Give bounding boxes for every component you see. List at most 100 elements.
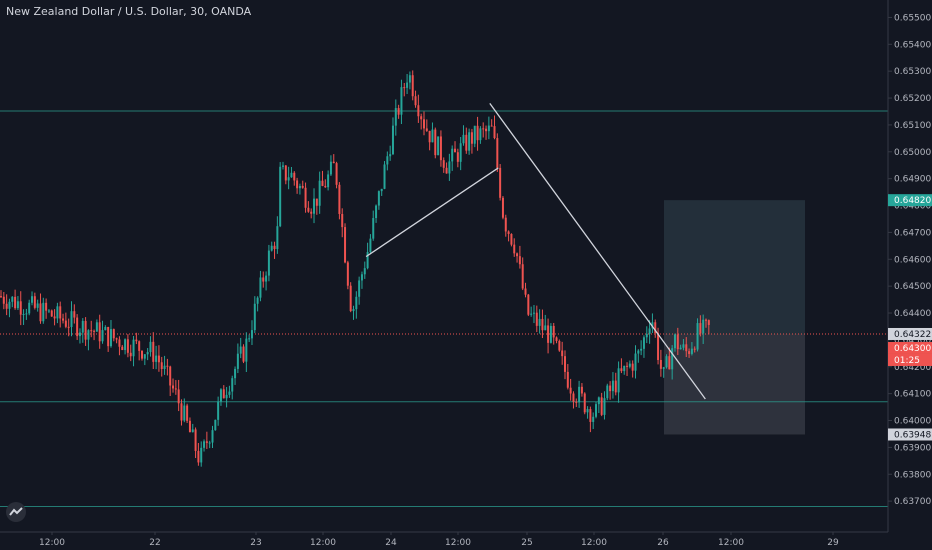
candle-body — [603, 398, 606, 415]
target-price-badge-bg — [888, 194, 932, 207]
candle-body — [231, 378, 234, 392]
bar-countdown-badge-bg — [888, 353, 932, 366]
candle-body — [541, 318, 544, 331]
candle-body — [157, 355, 160, 363]
candle-body — [5, 303, 8, 309]
candle-body — [174, 388, 177, 390]
candle-body — [439, 136, 442, 161]
candle-body — [194, 429, 197, 451]
candle-body — [95, 322, 98, 332]
candle-body — [657, 333, 660, 360]
candle-body — [273, 245, 276, 250]
candle-body — [47, 310, 50, 312]
candle-body — [290, 172, 293, 178]
candle-body — [521, 264, 524, 289]
candle-body — [620, 368, 623, 372]
candle-body — [53, 316, 56, 319]
candle-body — [690, 348, 693, 354]
candle-body — [327, 174, 330, 188]
candle-body — [270, 245, 273, 251]
candle-body — [180, 403, 183, 421]
candle-body — [597, 397, 600, 405]
candle-body — [0, 296, 2, 298]
candle-body — [45, 302, 48, 311]
candle-body — [310, 211, 313, 214]
candle-body — [211, 430, 214, 443]
candle-body — [552, 325, 555, 338]
candle-body — [73, 311, 76, 318]
candle-body — [705, 319, 707, 321]
price-tick-label: 0.64800 — [894, 202, 931, 212]
stop-price-badge-bg — [888, 428, 932, 441]
candle-body — [679, 347, 682, 350]
candle-body — [304, 187, 307, 208]
price-tick-label: 0.65500 — [894, 13, 931, 23]
candle-body — [250, 330, 253, 339]
axis-corner[interactable] — [889, 533, 932, 550]
candle-body — [654, 322, 657, 334]
candle-body — [580, 386, 583, 394]
candle-body — [276, 226, 279, 250]
candle-body — [109, 329, 112, 347]
candle-body — [84, 320, 87, 340]
position-stop-zone[interactable] — [664, 333, 805, 435]
candle-body — [355, 296, 358, 310]
candle-body — [411, 75, 414, 97]
candle-body — [662, 367, 665, 369]
candle-body — [11, 296, 14, 302]
candle-body — [279, 166, 282, 227]
candle-body — [408, 75, 411, 83]
price-tick-label: 0.64700 — [894, 228, 931, 238]
price-tick-label: 0.65300 — [894, 67, 931, 77]
price-tick-label: 0.64200 — [894, 363, 931, 373]
candle-body — [524, 288, 527, 295]
candle-body — [64, 320, 67, 327]
chart-title: New Zealand Dollar / U.S. Dollar, 30, OA… — [6, 5, 252, 18]
candle-body — [352, 309, 355, 312]
candle-body — [473, 125, 476, 144]
candle-body — [501, 197, 504, 218]
candle-body — [406, 82, 409, 88]
candle-body — [696, 323, 699, 350]
candle-body — [459, 143, 462, 162]
candle-body — [592, 416, 595, 422]
candle-body — [338, 184, 341, 214]
candle-body — [518, 256, 521, 265]
price-tick-label: 0.64500 — [894, 282, 931, 292]
candle-body — [324, 185, 327, 188]
candle-body — [391, 125, 394, 155]
candle-body — [132, 339, 135, 357]
candle-body — [191, 429, 194, 433]
candle-body — [702, 319, 705, 334]
time-tick-label: 26 — [657, 538, 669, 548]
entry-price-badge-bg — [888, 327, 932, 340]
candle-body — [242, 346, 245, 362]
candle-body — [59, 306, 62, 319]
candle-body — [671, 348, 674, 370]
candle-body — [321, 180, 324, 186]
candle-body — [143, 354, 146, 359]
time-tick-label: 22 — [149, 538, 160, 548]
candle-body — [225, 394, 228, 399]
position-profit-zone[interactable] — [664, 200, 805, 334]
trendline[interactable] — [489, 103, 706, 400]
candle-body — [236, 353, 239, 369]
candle-body — [358, 280, 361, 297]
tradingview-logo-icon[interactable] — [6, 502, 26, 522]
candle-body — [631, 363, 634, 371]
candle-body — [98, 322, 101, 342]
time-tick-label: 23 — [250, 538, 261, 548]
candle-body — [93, 330, 96, 332]
candle-body — [344, 227, 347, 263]
candle-body — [485, 128, 488, 132]
candle-body — [482, 128, 485, 130]
candle-body — [538, 318, 541, 326]
candle-body — [451, 148, 454, 162]
candle-body — [688, 351, 691, 354]
trendline[interactable] — [365, 167, 499, 258]
candle-body — [425, 128, 428, 131]
candle-body — [363, 268, 366, 275]
candle-body — [575, 401, 578, 403]
